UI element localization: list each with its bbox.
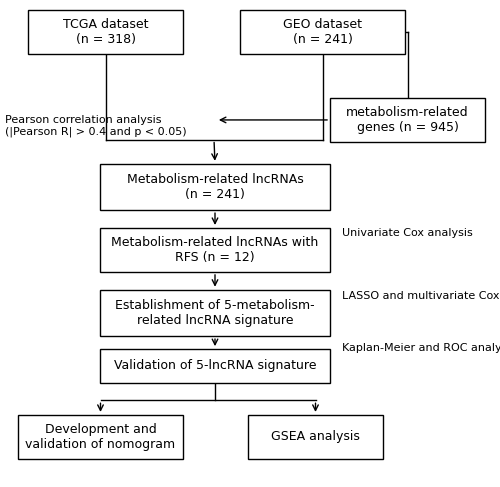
Text: Development and
validation of nomogram: Development and validation of nomogram [26, 423, 176, 451]
FancyBboxPatch shape [248, 415, 383, 459]
FancyBboxPatch shape [28, 10, 183, 54]
Text: GEO dataset
(n = 241): GEO dataset (n = 241) [283, 18, 362, 46]
FancyBboxPatch shape [100, 290, 330, 336]
FancyBboxPatch shape [240, 10, 405, 54]
Text: TCGA dataset
(n = 318): TCGA dataset (n = 318) [63, 18, 148, 46]
FancyBboxPatch shape [100, 349, 330, 383]
Text: Pearson correlation analysis
(|Pearson R| > 0.4 and p < 0.05): Pearson correlation analysis (|Pearson R… [5, 115, 186, 137]
Text: Metabolism-related lncRNAs
(n = 241): Metabolism-related lncRNAs (n = 241) [126, 173, 304, 201]
Text: Establishment of 5-metabolism-
related lncRNA signature: Establishment of 5-metabolism- related l… [115, 299, 315, 327]
Text: Validation of 5-lncRNA signature: Validation of 5-lncRNA signature [114, 359, 316, 373]
Text: Metabolism-related lncRNAs with
RFS (n = 12): Metabolism-related lncRNAs with RFS (n =… [112, 236, 318, 264]
Text: Univariate Cox analysis: Univariate Cox analysis [342, 228, 473, 239]
Text: GSEA analysis: GSEA analysis [271, 431, 360, 443]
FancyBboxPatch shape [18, 415, 183, 459]
Text: Kaplan-Meier and ROC analysis: Kaplan-Meier and ROC analysis [342, 343, 500, 353]
Text: LASSO and multivariate Cox regression analysis: LASSO and multivariate Cox regression an… [342, 291, 500, 301]
FancyBboxPatch shape [100, 164, 330, 210]
FancyBboxPatch shape [330, 98, 485, 142]
Text: metabolism-related
genes (n = 945): metabolism-related genes (n = 945) [346, 106, 469, 134]
FancyBboxPatch shape [100, 228, 330, 272]
